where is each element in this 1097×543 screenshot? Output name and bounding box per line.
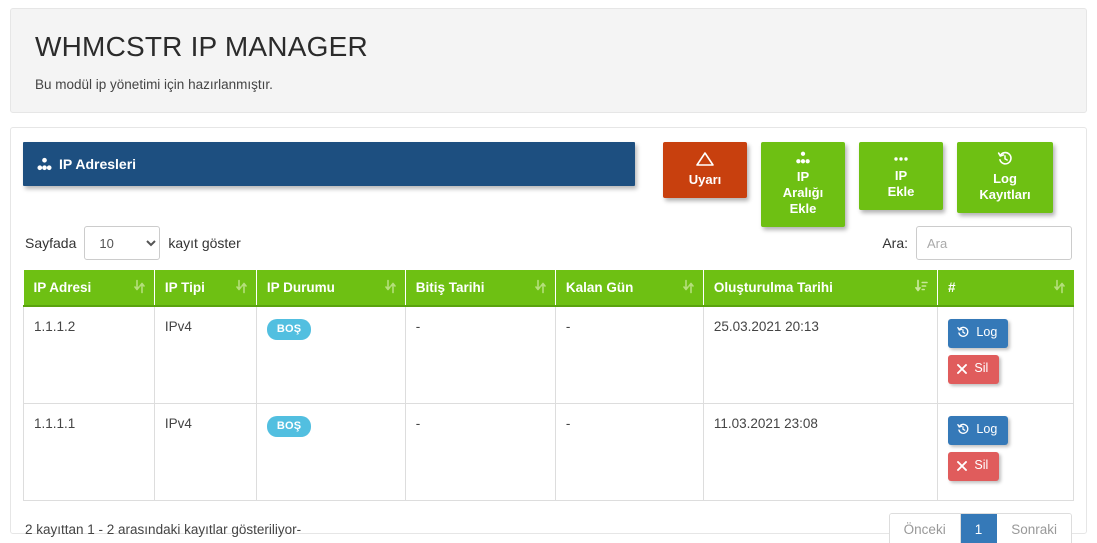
column-label: #: [947, 280, 956, 295]
log-kayitlari-line1: Log: [993, 171, 1017, 186]
cell-ip-status: BOŞ: [255, 403, 406, 501]
row-action-delete-wrap: Sil: [947, 355, 1063, 391]
table-row: 1.1.1.1 IPv4 BOŞ - - 11.03.2021 23:08: [23, 403, 1075, 501]
row-delete-button[interactable]: Sil: [947, 355, 1000, 384]
page-title: WHMCSTR IP MANAGER: [35, 31, 368, 62]
action-button-group: Uyarı IP Aralığı Ekle: [663, 142, 1053, 227]
table-head: IP Adresi IP Tipi: [23, 270, 1074, 307]
cell-actions: Log Sil: [936, 403, 1075, 501]
pagination-next[interactable]: Sonraki: [997, 514, 1071, 543]
status-badge: BOŞ: [266, 416, 312, 437]
page-subtitle: Bu modül ip yönetimi için hazırlanmıştır…: [35, 77, 273, 92]
row-log-label: Log: [976, 325, 998, 339]
cell-created-date: 11.03.2021 23:08: [702, 403, 938, 501]
row-delete-button[interactable]: Sil: [947, 452, 1000, 481]
close-icon: [956, 363, 970, 377]
page-length-control: Sayfada 10 kayıt göster: [25, 226, 241, 260]
ip-araligi-ekle-button[interactable]: IP Aralığı Ekle: [761, 142, 845, 227]
cell-ip-type: IPv4: [153, 403, 257, 501]
pagination-page-1[interactable]: 1: [960, 514, 998, 543]
column-label: Kalan Gün: [565, 280, 634, 295]
cell-actions: Log Sil: [936, 305, 1075, 404]
ip-araligi-ekle-line1: IP: [796, 169, 810, 184]
row-delete-label: Sil: [974, 458, 989, 472]
row-log-button[interactable]: Log: [947, 416, 1009, 445]
row-log-button[interactable]: Log: [947, 319, 1009, 348]
sort-both-icon: [134, 279, 145, 296]
sitemap-icon: [773, 151, 833, 168]
row-log-label: Log: [976, 422, 998, 436]
pagination: Önceki 1 Sonraki: [888, 513, 1072, 543]
history-icon: [957, 326, 972, 341]
cell-ip-address: 1.1.1.1: [23, 403, 155, 501]
ip-addresses-card: IP Adresleri Uyarı: [10, 127, 1087, 543]
search-label: Ara:: [882, 235, 908, 251]
column-header-bitis-tarihi[interactable]: Bitiş Tarihi: [405, 270, 556, 307]
row-action-log-wrap: Log: [947, 416, 1063, 452]
row-action-log-wrap: Log: [947, 319, 1063, 355]
page-length-suffix-label: kayıt göster: [168, 235, 241, 251]
page-root: WHMCSTR IP MANAGER Bu modül ip yönetimi …: [0, 8, 1097, 543]
column-header-kalan-gun[interactable]: Kalan Gün: [555, 270, 704, 307]
sort-both-icon: [236, 279, 247, 296]
column-label: IP Durumu: [266, 280, 335, 295]
cell-end-date: -: [404, 305, 556, 404]
sort-descending-icon: [915, 279, 928, 296]
column-header-olusturulma-tarihi[interactable]: Oluşturulma Tarihi: [703, 270, 938, 307]
ip-addresses-table: IP Adresi IP Tipi: [23, 270, 1075, 501]
sort-both-icon: [384, 279, 396, 296]
column-label: IP Tipi: [164, 280, 205, 295]
cell-created-date: 25.03.2021 20:13: [702, 305, 938, 404]
status-badge: BOŞ: [266, 319, 312, 340]
column-label: Oluşturulma Tarihi: [713, 280, 833, 295]
row-delete-label: Sil: [974, 361, 989, 375]
column-header-ip-tipi[interactable]: IP Tipi: [154, 270, 257, 307]
column-header-ip-adresi[interactable]: IP Adresi: [23, 270, 155, 307]
history-icon: [957, 423, 972, 438]
table-row: 1.1.1.2 IPv4 BOŞ - - 25.03.2021 20:13: [23, 305, 1075, 404]
ip-araligi-ekle-line2: Aralığı: [782, 185, 824, 200]
cell-ip-type: IPv4: [153, 305, 257, 404]
panel-title-label: IP Adresleri: [59, 156, 137, 172]
uyari-button[interactable]: Uyarı: [663, 142, 747, 198]
sort-both-icon: [683, 279, 694, 296]
page-length-select[interactable]: 10: [84, 226, 161, 260]
ip-ekle-line2: Ekle: [887, 184, 915, 199]
cell-ip-status: BOŞ: [255, 305, 406, 404]
ip-araligi-ekle-line3: Ekle: [789, 201, 817, 216]
datatable-controls: Sayfada 10 kayıt göster Ara:: [23, 226, 1074, 260]
cell-days-left: -: [554, 403, 704, 501]
panel-title-bar: IP Adresleri: [23, 142, 635, 186]
column-label: Bitiş Tarihi: [415, 280, 485, 295]
ellipsis-icon: [871, 151, 931, 167]
ip-ekle-button[interactable]: IP Ekle: [859, 142, 943, 210]
column-header-ip-durumu[interactable]: IP Durumu: [256, 270, 406, 307]
column-label: IP Adresi: [33, 280, 92, 295]
page-jumbotron: WHMCSTR IP MANAGER Bu modül ip yönetimi …: [10, 8, 1087, 113]
history-icon: [969, 151, 1041, 170]
ip-ekle-line1: IP: [894, 168, 908, 183]
column-header-actions[interactable]: #: [937, 270, 1074, 307]
sort-both-icon: [535, 279, 546, 296]
row-action-delete-wrap: Sil: [947, 452, 1063, 488]
datatable-footer: 2 kayıttan 1 - 2 arasındaki kayıtlar gös…: [23, 513, 1074, 543]
table-header-row: IP Adresi IP Tipi: [23, 270, 1074, 307]
cell-ip-address: 1.1.1.2: [23, 305, 155, 404]
log-kayitlari-button[interactable]: Log Kayıtları: [957, 142, 1053, 213]
uyari-button-label: Uyarı: [688, 172, 722, 187]
cell-end-date: -: [404, 403, 556, 501]
page-length-prefix-label: Sayfada: [25, 235, 77, 251]
sort-both-icon: [1053, 279, 1065, 296]
table-body: 1.1.1.2 IPv4 BOŞ - - 25.03.2021 20:13: [23, 305, 1075, 501]
search-control: Ara:: [882, 226, 1072, 260]
warning-triangle-icon: [675, 151, 735, 171]
card-toolbar: IP Adresleri Uyarı: [23, 142, 1074, 227]
cell-days-left: -: [554, 305, 704, 404]
sitemap-icon: [37, 157, 52, 171]
close-icon: [956, 460, 970, 474]
pagination-previous[interactable]: Önceki: [889, 514, 961, 543]
records-info: 2 kayıttan 1 - 2 arasındaki kayıtlar gös…: [25, 522, 302, 537]
search-input[interactable]: [916, 226, 1072, 260]
log-kayitlari-line2: Kayıtları: [979, 187, 1031, 202]
